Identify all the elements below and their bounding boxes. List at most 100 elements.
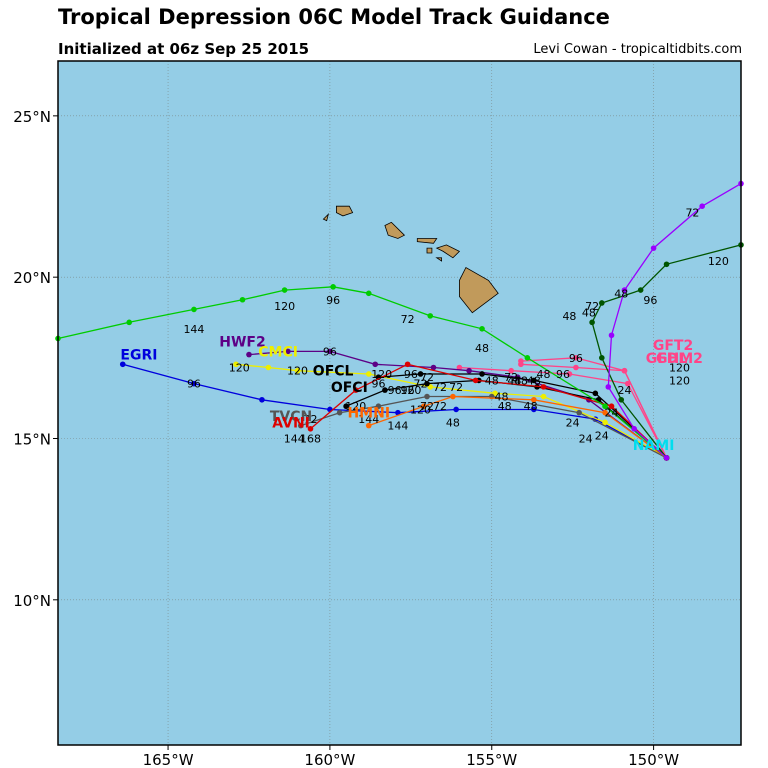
track-point-avni (307, 426, 314, 432)
axis-ticks: 165°W 160°W 155°W 150°W 10°N 15°N 20°N 25°N (13, 108, 679, 768)
island-hawaii (458, 266, 499, 314)
model-label-avni: AVNI (272, 415, 310, 431)
hour-label: 72 (401, 313, 415, 326)
track-point-egri (453, 406, 459, 413)
track-point-hmni (420, 403, 427, 410)
hour-label: 48 (475, 342, 489, 355)
x-tick-label: 150°W (628, 751, 679, 768)
model-tracks (55, 180, 744, 461)
y-tick-label: 25°N (13, 108, 51, 126)
track-point-ecmwf (599, 355, 605, 361)
track-point-gfdl (624, 380, 631, 387)
track-point-ukmet (663, 455, 670, 461)
hour-label: 48 (494, 391, 508, 404)
track-point-avni (404, 361, 411, 368)
track-point-ukmet (621, 287, 628, 293)
hour-label: 144 (358, 413, 379, 426)
track-point-hwf2 (285, 348, 291, 355)
track-point-avni (608, 403, 615, 410)
track-point-hwf2 (430, 364, 437, 371)
track-point-egri (531, 406, 537, 413)
track-point-ofci (424, 380, 430, 387)
hour-label: 120 (345, 400, 366, 413)
model-label-hmni: HMNI (347, 406, 390, 422)
hour-label: 96 (323, 345, 337, 358)
track-point-hwf2 (246, 351, 252, 358)
island-kahoolawe (435, 257, 443, 262)
hour-label: 48 (498, 400, 512, 413)
hour-label: 120 (669, 362, 690, 375)
model-label-gft2: GFT2 (653, 338, 693, 354)
page-title: Tropical Depression 06C Model Track Guid… (58, 5, 610, 29)
hour-label: 24 (617, 384, 631, 397)
island-maui (435, 244, 461, 259)
hour-label: 72 (420, 400, 434, 413)
hour-label: 48 (537, 368, 551, 381)
hour-label: 96 (371, 378, 385, 391)
hour-label: 144 (284, 432, 305, 445)
track-point-ofcl (531, 377, 537, 384)
hour-label: 120 (400, 384, 421, 397)
hour-label: 144 (183, 323, 204, 336)
track-point-ukmet (605, 384, 612, 390)
track-point-cmci (602, 419, 608, 426)
track-point-ofcl (417, 371, 424, 377)
hour-label: 48 (527, 374, 541, 387)
track-point-gfs (126, 319, 133, 326)
track-point-avni (472, 377, 479, 384)
hour-label: 96 (569, 352, 583, 365)
track-point-gft2 (573, 355, 579, 361)
hour-label: 96 (401, 384, 415, 397)
track-point-hmni (450, 393, 456, 400)
island-kauai (335, 205, 354, 217)
hour-label: 72 (449, 381, 463, 394)
model-label-ofcl: OFCL (313, 364, 354, 380)
hawaii-islands (322, 205, 499, 314)
hour-label: 24 (605, 407, 619, 420)
track-point-gfs (427, 313, 434, 319)
track-point-ofcl (479, 371, 485, 377)
track-point-hmni (365, 422, 372, 429)
hour-label: 48 (582, 307, 596, 320)
track-point-gfs (602, 403, 608, 410)
track-point-ghm2 (573, 364, 579, 371)
track-point-ukmet (631, 426, 637, 432)
track-ecmwf (591, 244, 742, 459)
hour-label: 48 (485, 374, 499, 387)
track-point-gfdl (456, 364, 463, 371)
track-point-gfdl (566, 371, 573, 377)
island-molokai (416, 238, 438, 244)
track-point-egri (191, 380, 197, 387)
island-niihau (322, 213, 330, 222)
hour-label: 72 (303, 413, 317, 426)
model-label-hwf2: HWF2 (219, 335, 265, 351)
track-point-egri (395, 409, 401, 416)
track-point-tvcn (424, 393, 430, 400)
model-label-tvcn: TVCN (270, 409, 312, 425)
track-point-gfdl (508, 367, 514, 374)
track-point-tvcn (375, 403, 382, 410)
track-point-cmci (294, 367, 301, 374)
track-point-ofcl (592, 390, 599, 397)
hour-label: 48 (514, 374, 528, 387)
track-point-tvcn (336, 409, 343, 416)
hour-label: 48 (524, 400, 538, 413)
track-point-ukmet (608, 332, 615, 339)
track-point-avni (540, 384, 547, 390)
hour-label: 24 (579, 432, 593, 445)
x-tick-label: 160°W (304, 751, 355, 768)
track-point-ecmwf (663, 261, 670, 268)
track-point-ukmet (699, 203, 705, 209)
track-hmni (368, 395, 667, 459)
hour-label: 72 (414, 378, 428, 391)
track-point-hmni (531, 396, 537, 403)
hour-label: 72 (433, 381, 447, 394)
hour-label: 48 (562, 310, 576, 323)
track-point-cmci (365, 371, 372, 377)
hour-label: 96 (388, 384, 402, 397)
island-lanai (426, 247, 433, 254)
track-point-tvcn (297, 422, 304, 429)
